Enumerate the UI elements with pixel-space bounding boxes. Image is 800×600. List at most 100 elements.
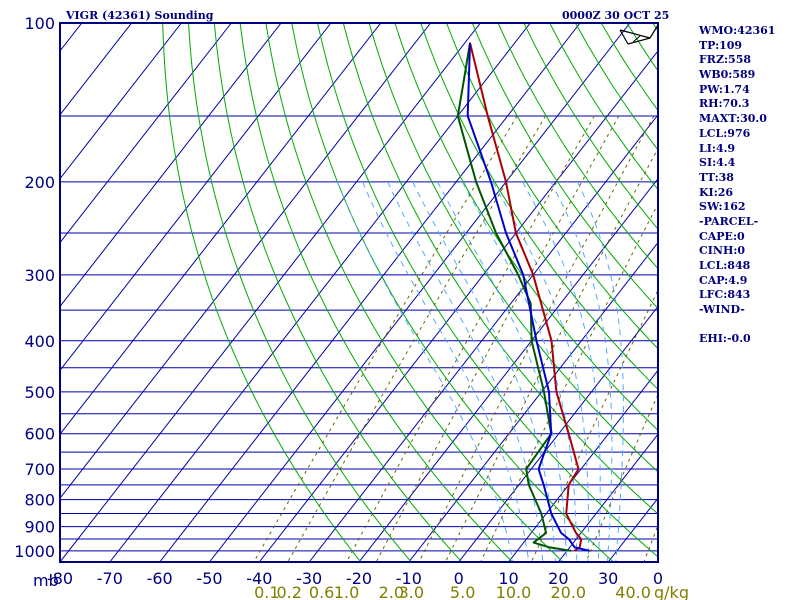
stat-item: SI:4.4 [699, 156, 736, 170]
pressure-tick-label: 100 [24, 14, 55, 33]
pressure-tick-label: 400 [24, 332, 55, 351]
mixing-ratio-label: 0.6 [309, 583, 334, 600]
dry-adiabat-250 [162, 23, 362, 562]
mixing-ratio-label: 1.0 [334, 583, 359, 600]
isotherm-10 [508, 369, 658, 562]
dry-adiabat-380 [497, 23, 658, 270]
pressure-tick-label: 600 [24, 425, 55, 444]
dry-adiabat-330 [368, 23, 658, 473]
moist-adiabats [336, 181, 624, 562]
temperature-tick-label: -60 [147, 569, 173, 588]
dry-adiabat-360 [446, 23, 658, 350]
pressure-unit-label: mb [33, 571, 59, 590]
isotherm--60 [159, 23, 581, 562]
temperature-tick-label: 30 [598, 569, 618, 588]
pressure-tick-label: 1000 [14, 542, 55, 561]
isotherm--10 [408, 241, 658, 562]
isotherm--40 [258, 50, 658, 562]
moist-adiabat-300 [336, 181, 514, 562]
wetbulb-line [466, 42, 590, 552]
pressure-tick-label: 900 [24, 518, 55, 537]
moist-adiabat-308 [362, 181, 530, 562]
mixing-ratio-label: 2.0 [379, 583, 404, 600]
mixing-ratio-line-1 [375, 115, 620, 562]
pressure-tick-label: 700 [24, 460, 55, 479]
mixing-ratio-line-3 [445, 147, 658, 562]
isotherm--80 [60, 23, 481, 562]
isotherm--160 [60, 23, 83, 52]
mixing-ratio-unit-label: g/kg [654, 583, 689, 600]
mixing-ratio-line-2 [418, 115, 655, 562]
temperature-tick-label: 0 [653, 569, 663, 588]
moist-adiabat-360 [522, 181, 601, 562]
station-title: VIGR (42361) Sounding [66, 9, 214, 22]
pressure-tick-label: 800 [24, 491, 55, 510]
stat-item: CAP:4.9 [699, 273, 748, 287]
dry-adiabat-280 [239, 23, 513, 562]
dry-adiabat-370 [471, 23, 658, 310]
mixing-ratio-line-10 [531, 289, 658, 562]
isobar-isotherm-grid [60, 23, 658, 562]
moist-adiabat-380 [577, 181, 624, 562]
stat-item: RH:70.3 [699, 97, 750, 111]
pressure-tick-label: 500 [24, 383, 55, 402]
isotherm--140 [60, 23, 182, 180]
isotherm--150 [60, 23, 132, 116]
moist-adiabat-370 [550, 181, 613, 562]
mixing-ratio-label: 0.1 [254, 583, 279, 600]
dry-adiabat-260 [188, 23, 412, 562]
stat-item: FRZ:558 [699, 53, 752, 67]
stat-item: PW:1.74 [699, 82, 750, 96]
mixing-ratio-label: 3.0 [399, 583, 424, 600]
stat-item: CINH:0 [699, 244, 746, 258]
moist-adiabat-340 [461, 181, 578, 562]
stat-item: -PARCEL- [699, 214, 759, 228]
stat-item: LI:4.9 [699, 141, 736, 155]
dry-adiabat-270 [213, 23, 463, 562]
mixing-ratio-line-5 [480, 202, 658, 562]
stat-item: LCL:976 [699, 126, 751, 140]
mixing-ratio-label: 40.0 [615, 583, 651, 600]
dry-adiabat-350 [420, 23, 658, 391]
isotherm--120 [60, 23, 282, 308]
mixing-ratio-label: 20.0 [550, 583, 586, 600]
isotherm--100 [60, 23, 382, 436]
temperature-axis: -80 -70 -60 -50 -40 -30 -20 -10 0 10 20 30 0 [47, 569, 663, 588]
dewpoint-line [456, 42, 572, 552]
isotherm--30 [308, 113, 658, 562]
sounding-series [456, 42, 590, 552]
stat-item: TT:38 [699, 170, 734, 184]
pressure-tick-label: 200 [24, 173, 55, 192]
mixing-ratio-line-0.6 [346, 115, 595, 562]
mixing-ratio-label: 10.0 [496, 583, 532, 600]
temperature-tick-label: -80 [47, 569, 73, 588]
sounding-datetime: 0000Z 30 OCT 25 [562, 9, 670, 22]
stat-item: LFC:843 [699, 288, 751, 302]
temperature-tick-label: -70 [97, 569, 123, 588]
stat-item: MAXT:30.0 [699, 112, 767, 126]
dry-adiabat-340 [394, 23, 658, 432]
stat-item: WB0:589 [699, 68, 756, 82]
temperature-tick-label: 0 [454, 569, 464, 588]
isotherm--110 [60, 23, 332, 372]
isotherm--50 [209, 23, 631, 562]
dry-adiabat-290 [265, 23, 564, 562]
mixing-ratio-lines [253, 115, 658, 562]
isotherm--20 [358, 177, 658, 562]
stat-item: KI:26 [699, 185, 734, 199]
mixing-ratio-line-0.1 [253, 115, 518, 562]
isotherm--130 [60, 23, 232, 244]
isotherm-20 [557, 433, 658, 562]
stat-item: CAPE:0 [699, 229, 745, 243]
mixing-ratio-label: 0.2 [277, 583, 302, 600]
temperature-line [469, 42, 583, 552]
moist-adiabat-332 [437, 181, 568, 562]
temperature-tick-label: 20 [548, 569, 568, 588]
stat-item: TP:109 [699, 38, 743, 52]
pressure-tick-label: 300 [24, 266, 55, 285]
temperature-tick-label: -30 [296, 569, 322, 588]
temperature-tick-label: -50 [196, 569, 222, 588]
isotherm--90 [60, 23, 431, 499]
dry-adiabat-310 [317, 23, 658, 558]
